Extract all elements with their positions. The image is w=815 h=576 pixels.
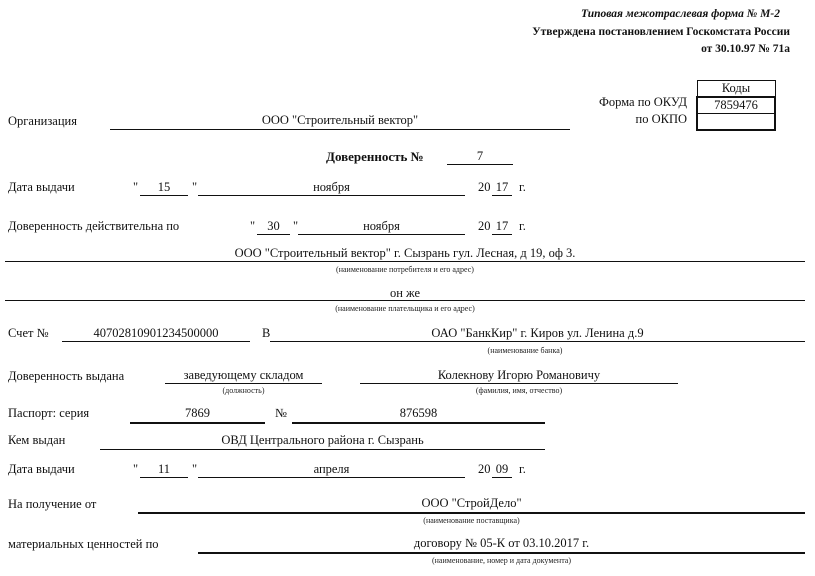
issue-day: 15 <box>157 180 171 194</box>
bank-caption: (наименование банка) <box>487 346 563 355</box>
organization-value: ООО "Строительный вектор" <box>261 113 419 127</box>
materials-label: материальных ценностей по <box>8 537 159 551</box>
underline <box>62 341 250 342</box>
bank-value: ОАО "БанкКир" г. Киров ул. Ленина д.9 <box>431 326 644 340</box>
name-caption: (фамилия, имя, отчество) <box>475 386 563 395</box>
position-value: заведующему складом <box>183 368 304 382</box>
issue-month: ноября <box>313 180 350 194</box>
quote-close: " <box>192 462 198 476</box>
approved-text: Утверждена постановлением Госкомстата Ро… <box>532 26 790 38</box>
underline <box>298 234 465 235</box>
valid-year: 17 <box>495 219 509 233</box>
passport-day: 11 <box>157 462 171 476</box>
supplier-caption: (наименование поставщика) <box>423 516 520 525</box>
issue-year-suffix: г. <box>519 180 526 194</box>
issued-to-label: Доверенность выдана <box>8 369 125 383</box>
underline <box>492 477 512 478</box>
passport-number: 876598 <box>399 406 438 420</box>
quote-open: " <box>133 180 139 194</box>
passport-date-label: Дата выдачи <box>8 462 75 476</box>
okud-label: Форма по ОКУД <box>599 95 687 109</box>
underline <box>5 300 805 301</box>
underline <box>270 341 805 342</box>
passport-number-label: № <box>275 406 287 420</box>
underline <box>165 383 322 384</box>
organization-label: Организация <box>8 114 77 128</box>
issued-by-label: Кем выдан <box>8 433 66 447</box>
account-value: 40702810901234500000 <box>93 326 219 340</box>
issue-year-prefix: 20 <box>478 180 491 194</box>
consumer-value: ООО "Строительный вектор" г. Сызрань гул… <box>234 246 576 260</box>
passport-year: 09 <box>495 462 509 476</box>
underline <box>140 477 188 478</box>
passport-year-prefix: 20 <box>478 462 491 476</box>
codes-title: Коды <box>696 80 776 98</box>
underline <box>257 234 290 235</box>
issued-by-value: ОВД Центрального района г. Сызрань <box>221 433 424 447</box>
materials-value: договору № 05-К от 03.10.2017 г. <box>413 536 590 550</box>
payer-caption: (наименование плательщика и его адрес) <box>335 304 475 313</box>
passport-label: Паспорт: серия <box>8 406 90 420</box>
issue-year: 17 <box>495 180 509 194</box>
valid-until-label: Доверенность действительна по <box>8 219 180 233</box>
valid-month: ноября <box>363 219 400 233</box>
account-label: Счет № <box>8 326 49 340</box>
underline <box>292 422 545 424</box>
okud-value: 7859476 <box>696 96 776 114</box>
position-caption: (должность) <box>222 386 265 395</box>
okpo-label: по ОКПО <box>635 112 687 126</box>
underline <box>492 195 512 196</box>
underline <box>198 552 805 554</box>
underline <box>5 261 805 262</box>
underline <box>138 512 805 514</box>
materials-caption: (наименование, номер и дата документа) <box>431 556 572 565</box>
valid-year-suffix: г. <box>519 219 526 233</box>
underline <box>110 129 570 130</box>
quote-open: " <box>250 219 256 233</box>
passport-year-suffix: г. <box>519 462 526 476</box>
underline <box>140 195 188 196</box>
codes-table: Коды 7859476 <box>696 80 776 131</box>
underline <box>360 383 678 384</box>
name-value: Колекнову Игорю Романовичу <box>437 368 601 382</box>
underline <box>492 234 512 235</box>
passport-series: 7869 <box>185 406 210 420</box>
okpo-value <box>696 113 776 131</box>
underline <box>100 449 545 450</box>
valid-year-prefix: 20 <box>478 219 491 233</box>
quote-close: " <box>293 219 299 233</box>
approved-date: от 30.10.97 № 71а <box>701 43 790 55</box>
passport-month: апреля <box>313 462 350 476</box>
consumer-caption: (наименование потребителя и его адрес) <box>336 265 474 274</box>
bank-in-label: В <box>262 326 271 340</box>
quote-open: " <box>133 462 139 476</box>
payer-value: он же <box>389 286 421 300</box>
supplier-label: На получение от <box>8 497 97 511</box>
form-type: Типовая межотраслевая форма № М-2 <box>580 8 780 20</box>
doc-title: Доверенность № <box>326 149 424 164</box>
valid-day: 30 <box>267 219 280 233</box>
underline <box>447 164 513 165</box>
underline <box>130 422 265 424</box>
supplier-value: ООО "СтройДело" <box>421 496 522 510</box>
issue-date-label: Дата выдачи <box>8 180 75 194</box>
underline <box>198 195 465 196</box>
doc-number: 7 <box>476 149 484 163</box>
underline <box>198 477 465 478</box>
quote-close: " <box>192 180 198 194</box>
